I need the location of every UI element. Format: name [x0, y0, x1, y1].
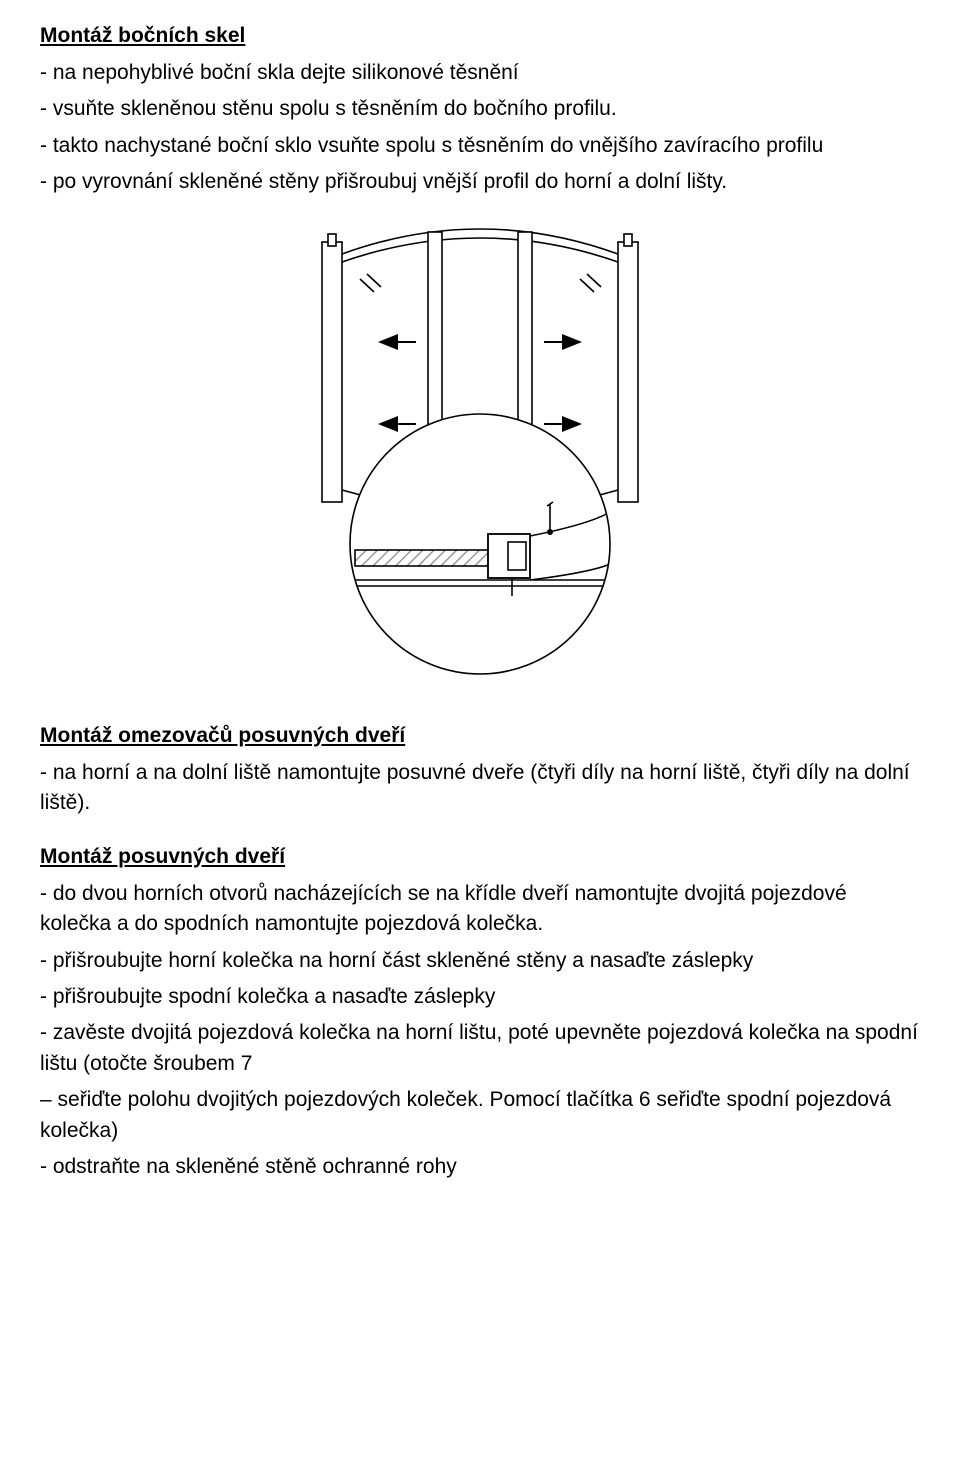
section1-heading: Montáž bočních skel — [40, 24, 920, 48]
section1-line3: - takto nachystané boční sklo vsuňte spo… — [40, 131, 920, 161]
section1-line4: - po vyrovnání skleněné stěny přišroubuj… — [40, 167, 920, 197]
section2-line1: - na horní a na dolní liště namontujte p… — [40, 758, 920, 819]
section3-line6: - odstraňte na skleněné stěně ochranné r… — [40, 1152, 920, 1182]
section1-line2: - vsuňte skleněnou stěnu spolu s těsnění… — [40, 94, 920, 124]
diagram-shower-enclosure — [250, 224, 710, 684]
section3-heading: Montáž posuvných dveří — [40, 845, 920, 869]
section3-line1: - do dvou horních otvorů nacházejících s… — [40, 879, 920, 940]
section3-line3: - přišroubujte spodní kolečka a nasaďte … — [40, 982, 920, 1012]
section3-line5: – seřiďte polohu dvojitých pojezdových k… — [40, 1085, 920, 1146]
document-page: Montáž bočních skel - na nepohyblivé boč… — [0, 0, 960, 1229]
section3-line4: - zavěste dvojitá pojezdová kolečka na h… — [40, 1018, 920, 1079]
section2-heading: Montáž omezovačů posuvných dveří — [40, 724, 920, 748]
section3-line2: - přišroubujte horní kolečka na horní čá… — [40, 946, 920, 976]
section1-line1: - na nepohyblivé boční skla dejte siliko… — [40, 58, 920, 88]
